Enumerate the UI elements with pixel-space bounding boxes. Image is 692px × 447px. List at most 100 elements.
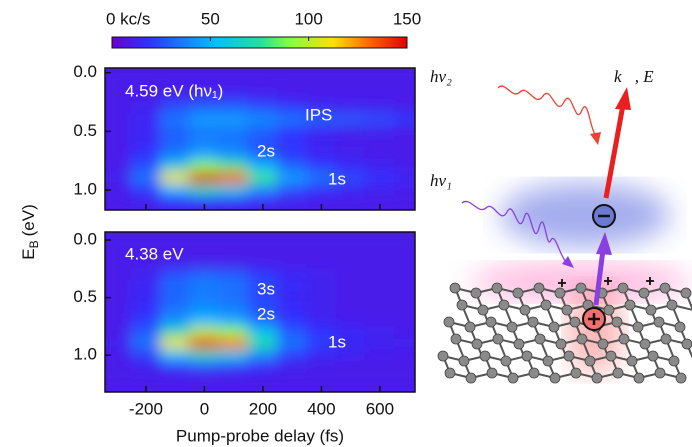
figure: hν₂ k⃗, E hν₁ Pump-probe delay (fs) EB(e… <box>0 0 692 447</box>
atom <box>486 317 496 327</box>
heatmap-cell <box>277 303 307 316</box>
heatmap-cell <box>336 137 366 150</box>
heatmap-cell <box>365 326 395 339</box>
heatmap-cell <box>160 137 190 150</box>
heatmap-cell <box>131 148 161 161</box>
atom <box>472 339 482 349</box>
heatmap-cell <box>219 125 249 138</box>
heatmap-cell <box>102 280 132 293</box>
atom <box>543 356 553 366</box>
electron-arrow <box>606 105 623 198</box>
heatmap-cell <box>277 160 307 173</box>
atom <box>625 300 635 310</box>
y-axis-title-sub: B <box>27 240 41 248</box>
atom <box>457 300 467 310</box>
heatmap-cell <box>248 326 278 339</box>
atom <box>648 351 658 361</box>
heatmap-cell <box>277 326 307 339</box>
heatmap-cell <box>219 326 249 339</box>
atom <box>492 283 502 293</box>
heatmap-cell <box>306 291 336 304</box>
atom <box>571 368 581 378</box>
heatmap-cell <box>219 360 249 373</box>
atom <box>529 368 539 378</box>
heatmap-cell <box>336 90 366 103</box>
atom <box>592 373 602 383</box>
x-tick-label: 400 <box>307 399 335 418</box>
heatmap-cell <box>394 137 424 150</box>
x-tick-label: -200 <box>129 399 163 418</box>
heatmap-cell <box>306 245 336 258</box>
heatmap-cell <box>189 102 219 115</box>
heatmap-cell <box>189 257 219 270</box>
heatmap-cell <box>102 372 132 385</box>
heatmap-cell <box>394 268 424 281</box>
heatmap-cell <box>365 78 395 91</box>
electron-label: k⃗, E <box>614 67 654 86</box>
annotation: 4.38 eV <box>125 244 184 263</box>
heatmap-cell <box>131 137 161 150</box>
atom <box>682 339 692 349</box>
x-axis-title: Pump-probe delay (fs) <box>176 426 344 445</box>
heatmap-cell <box>131 349 161 362</box>
heatmap-cell <box>102 102 132 115</box>
atom <box>576 283 586 293</box>
heatmap-cell <box>336 280 366 293</box>
heatmap-cell <box>394 360 424 373</box>
heatmap-cell <box>306 360 336 373</box>
heatmap-cell <box>131 184 161 197</box>
atom <box>633 322 643 332</box>
heatmap-cell <box>277 268 307 281</box>
atom <box>499 300 509 310</box>
heatmap-cell <box>160 172 190 185</box>
atom <box>564 351 574 361</box>
atom <box>466 373 476 383</box>
atom <box>619 334 629 344</box>
heatmap-cell <box>160 326 190 339</box>
heatmap-cell <box>248 372 278 385</box>
heatmap-cell <box>189 137 219 150</box>
heatmap-cell <box>277 184 307 197</box>
heatmap-cell <box>131 160 161 173</box>
heatmap-cell <box>365 90 395 103</box>
atom <box>612 317 622 327</box>
atom <box>520 305 530 315</box>
colorbar-tick-label: 50 <box>201 9 220 28</box>
electron-arrowhead <box>615 87 631 110</box>
heatmap-cell <box>277 349 307 362</box>
heatmap-cell <box>394 349 424 362</box>
heatmap-cell <box>160 184 190 197</box>
heatmap-cell <box>394 102 424 115</box>
heatmap-cell <box>394 90 424 103</box>
atom <box>627 356 637 366</box>
heatmap-cell <box>365 172 395 185</box>
atom <box>613 368 623 378</box>
heatmap-cell <box>365 349 395 362</box>
heatmap-cell <box>365 303 395 316</box>
heatmap-cell <box>306 125 336 138</box>
heatmap-cell <box>336 234 366 247</box>
heatmap-cell <box>394 326 424 339</box>
heatmap-cell <box>394 184 424 197</box>
heatmap-cell <box>189 303 219 316</box>
heatmap-cell <box>365 160 395 173</box>
photon1-label: hν₁ <box>430 171 452 190</box>
heatmap-cell <box>394 234 424 247</box>
atom <box>555 288 565 298</box>
heatmap-cell <box>306 268 336 281</box>
heatmap-cell <box>248 184 278 197</box>
atom <box>598 339 608 349</box>
heatmap-cell <box>189 184 219 197</box>
heatmap-cell <box>160 268 190 281</box>
atom <box>487 368 497 378</box>
atom <box>478 305 488 315</box>
heatmap-cell <box>219 184 249 197</box>
heatmap-cell <box>102 148 132 161</box>
heatmap-cell <box>102 337 132 350</box>
heatmap-cell <box>160 195 190 208</box>
heatmap-cell <box>102 195 132 208</box>
atom <box>655 368 665 378</box>
heatmap-cell <box>189 234 219 247</box>
heatmap-cell <box>189 113 219 126</box>
heatmap-cell <box>160 280 190 293</box>
